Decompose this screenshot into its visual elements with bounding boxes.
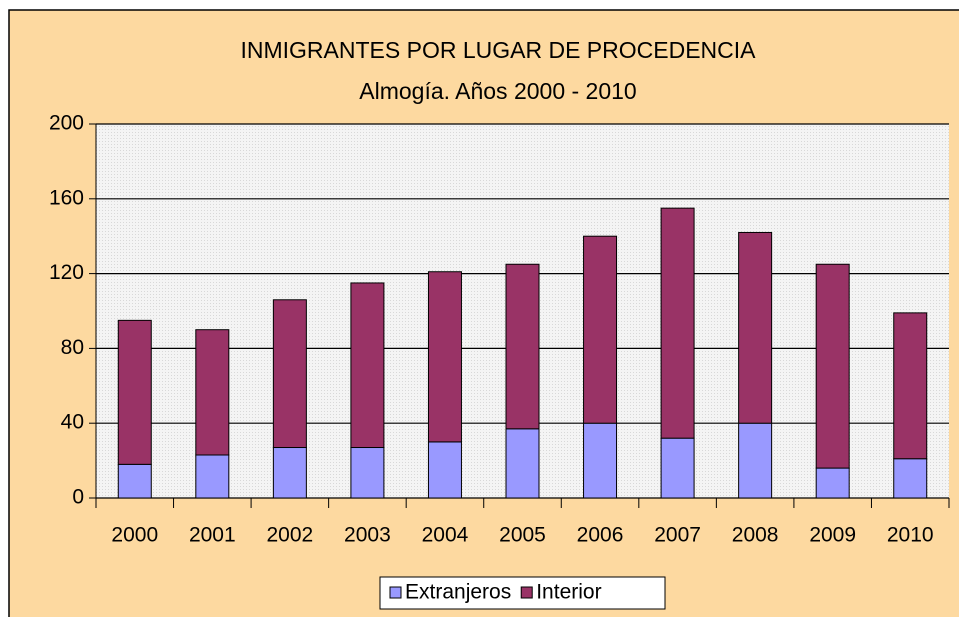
bar	[117, 463, 152, 499]
chart-subtitle: Almogía. Años 2000 - 2010	[359, 78, 636, 104]
bar	[117, 319, 152, 465]
bar	[660, 207, 695, 439]
bar	[427, 441, 462, 499]
bar	[427, 271, 462, 443]
y-tick-label: 120	[49, 261, 84, 284]
x-tick-label: 2007	[654, 524, 701, 547]
bar	[272, 447, 307, 499]
bar	[195, 454, 230, 499]
x-tick-label: 2010	[887, 524, 934, 547]
x-tick-label: 2006	[577, 524, 624, 547]
bar	[660, 437, 695, 499]
bar	[583, 422, 618, 499]
y-tick-label: 160	[49, 186, 84, 209]
y-tick-label: 40	[61, 411, 84, 434]
chart-title: INMIGRANTES POR LUGAR DE PROCEDENCIA	[240, 37, 756, 63]
x-tick-label: 2001	[189, 524, 236, 547]
x-tick-label: 2002	[267, 524, 314, 547]
legend-swatch	[389, 586, 402, 599]
legend-label: Interior	[536, 581, 601, 604]
bar	[738, 231, 773, 424]
legend-label: Extranjeros	[405, 581, 511, 604]
y-tick-label: 200	[49, 112, 84, 135]
y-tick-label: 80	[61, 336, 84, 359]
bar	[195, 329, 230, 456]
legend-swatch	[520, 586, 533, 599]
bar	[893, 312, 928, 460]
y-tick-label: 0	[72, 486, 84, 509]
bar	[738, 422, 773, 499]
bar	[350, 282, 385, 449]
bar	[272, 299, 307, 449]
bar	[815, 263, 850, 469]
bar	[815, 467, 850, 499]
x-tick-label: 2009	[809, 524, 856, 547]
x-tick-label: 2008	[732, 524, 779, 547]
x-tick-label: 2000	[111, 524, 158, 547]
bar	[893, 458, 928, 499]
bar	[505, 263, 540, 430]
bar	[583, 235, 618, 424]
x-tick-label: 2005	[499, 524, 546, 547]
x-tick-label: 2003	[344, 524, 391, 547]
bar	[505, 428, 540, 499]
legend: Extranjeros Interior	[379, 576, 666, 610]
x-tick-label: 2004	[422, 524, 469, 547]
bar	[350, 447, 385, 499]
